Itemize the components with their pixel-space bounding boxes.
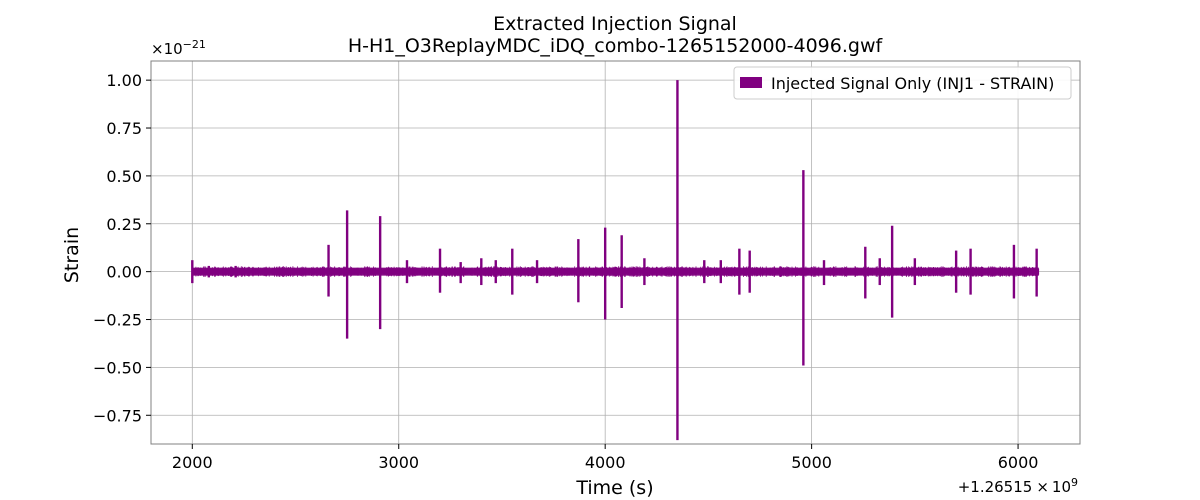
data-layer bbox=[191, 80, 1040, 441]
x-tick-label: 6000 bbox=[998, 453, 1039, 472]
chart-subtitle: H-H1_O3ReplayMDC_iDQ_combo-1265152000-40… bbox=[348, 35, 884, 57]
y-tick-label: 0.50 bbox=[106, 167, 142, 186]
y-axis-label: Strain bbox=[61, 227, 83, 283]
y-tick-label: 0.75 bbox=[106, 119, 142, 138]
y-tick-label: −0.50 bbox=[93, 358, 142, 377]
y-axis-ticks: −0.75 −0.50 −0.25 0.00 0.25 0.50 0.75 1.00 bbox=[93, 71, 151, 425]
y-tick-label: −0.75 bbox=[93, 406, 142, 425]
legend-box bbox=[733, 66, 1072, 100]
series-injected-signal bbox=[191, 80, 1040, 441]
plot-area bbox=[150, 60, 1081, 445]
y-tick-label: 1.00 bbox=[106, 71, 142, 90]
x-tick-label: 3000 bbox=[378, 453, 419, 472]
x-tick-label: 2000 bbox=[172, 453, 213, 472]
x-axis-ticks: 2000 3000 4000 5000 6000 bbox=[172, 444, 1038, 472]
x-axis-label: Time (s) bbox=[575, 477, 653, 499]
chart-title: Extracted Injection Signal bbox=[493, 13, 737, 35]
y-tick-label: −0.25 bbox=[93, 311, 142, 330]
x-offset-label: +1.26515 × 109 bbox=[958, 476, 1078, 496]
legend-swatch bbox=[740, 77, 762, 88]
legend-entry-label: Injected Signal Only (INJ1 - STRAIN) bbox=[771, 74, 1054, 93]
y-tick-label: 0.25 bbox=[106, 215, 142, 234]
y-scale-multiplier: ×10−21 bbox=[151, 38, 206, 58]
x-tick-label: 5000 bbox=[791, 453, 832, 472]
x-tick-label: 4000 bbox=[585, 453, 626, 472]
plot-frame bbox=[150, 60, 1081, 445]
grid bbox=[151, 61, 1080, 444]
legend: Injected Signal Only (INJ1 - STRAIN) bbox=[733, 66, 1072, 100]
y-tick-label: 0.00 bbox=[106, 263, 142, 282]
